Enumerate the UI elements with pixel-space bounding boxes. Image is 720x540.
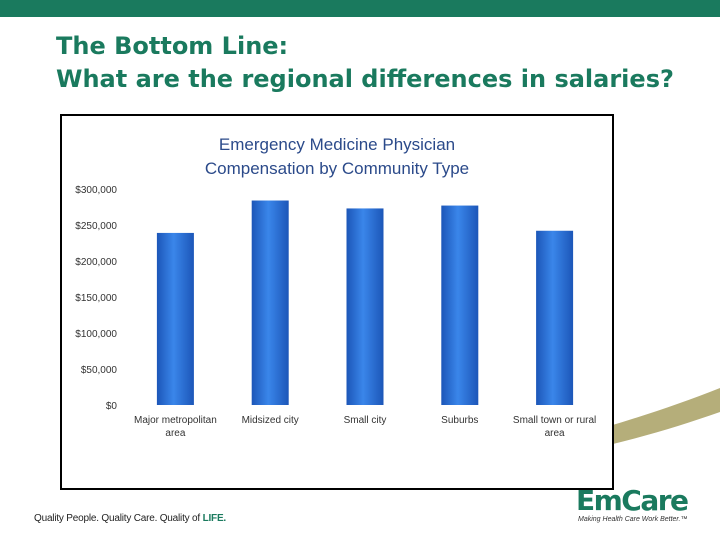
bar: [156, 232, 194, 405]
bar: [536, 230, 574, 405]
footer-tagline-life: LIFE.: [202, 513, 227, 524]
x-tick-label: area: [165, 428, 185, 439]
slide-title-line-2: What are the regional differences in sal…: [56, 65, 674, 93]
y-tick-label: $100,000: [75, 329, 117, 340]
logo-wordmark: EmCare: [576, 484, 689, 517]
x-tick-label: Small town or rural: [513, 415, 596, 426]
bar-chart: Emergency Medicine Physician Compensatio…: [75, 135, 596, 439]
bar: [441, 205, 479, 405]
chart-title-line-2: Compensation by Community Type: [205, 159, 469, 178]
footer-tagline: Quality People. Quality Care. Quality of…: [34, 513, 226, 524]
bars: [156, 200, 574, 405]
x-tick-label: Major metropolitan: [134, 415, 217, 426]
bar: [251, 200, 289, 405]
x-tick-label: Small city: [344, 415, 387, 426]
slide-title-line-1: The Bottom Line:: [56, 32, 289, 60]
footer-tagline-prefix: Quality People. Quality Care. Quality of: [34, 513, 203, 524]
y-tick-label: $250,000: [75, 221, 117, 232]
x-tick-label: area: [545, 428, 565, 439]
emcare-logo: EmCare Making Health Care Work Better.™: [576, 486, 696, 528]
slide-title: The Bottom Line: What are the regional d…: [56, 30, 696, 96]
x-tick-label: Suburbs: [441, 415, 478, 426]
y-axis: $0 $50,000 $100,000 $150,000 $200,000 $250,00…: [75, 185, 117, 412]
y-tick-label: $150,000: [75, 293, 117, 304]
top-accent-bar: [0, 0, 720, 17]
y-tick-label: $50,000: [81, 365, 118, 376]
y-tick-label: $0: [106, 401, 118, 412]
bar: [346, 208, 384, 405]
x-tick-label: Midsized city: [242, 415, 299, 426]
x-axis: Major metropolitan area Midsized city Small…: [134, 415, 596, 439]
y-tick-label: $200,000: [75, 257, 117, 268]
chart-frame: Emergency Medicine Physician Compensatio…: [60, 114, 614, 490]
chart-title-line-1: Emergency Medicine Physician: [219, 135, 455, 154]
y-tick-label: $300,000: [75, 185, 117, 196]
logo-tagline: Making Health Care Work Better.™: [578, 516, 688, 523]
